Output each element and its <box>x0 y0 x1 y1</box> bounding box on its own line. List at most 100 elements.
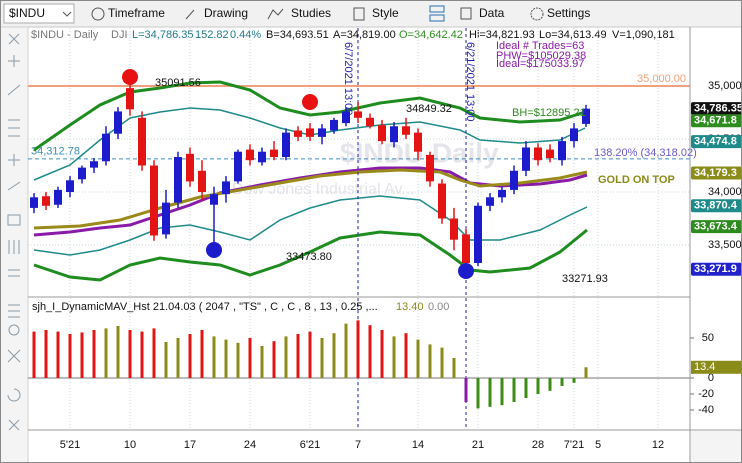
grid: 35,000.00 34,312.78 <box>28 28 690 430</box>
candle-body <box>354 111 362 118</box>
candle-body <box>294 130 302 137</box>
tool-icon[interactable] <box>7 349 21 363</box>
hist-bar <box>440 347 444 378</box>
indicator-title: sjh_I_DynamicMAV_Hst 21.04.03 ( 2047 , "… <box>32 301 378 313</box>
candles <box>30 76 590 270</box>
tool-icon[interactable] <box>8 33 20 45</box>
hist-bar <box>80 332 84 378</box>
annotation: 33271.93 <box>562 273 608 285</box>
hist-bar <box>392 336 396 378</box>
menus: Timeframe Drawing Studies Style Data Set… <box>91 5 590 22</box>
menu-item[interactable]: Timeframe <box>108 6 165 20</box>
annotation: Ideal=$175033.97 <box>496 58 584 70</box>
y2-tick-label: -40 <box>698 404 714 416</box>
x-tick-label: 14 <box>412 439 424 451</box>
candle-body <box>198 170 206 193</box>
x-tick-label: 28 <box>532 439 544 451</box>
icon <box>185 9 195 20</box>
menu-item[interactable]: Settings <box>547 6 590 20</box>
candle-body <box>414 132 422 152</box>
indicator-box <box>691 360 742 374</box>
candle-body <box>234 151 242 182</box>
tool-icon[interactable] <box>8 304 20 318</box>
corner <box>691 431 742 463</box>
level-note: 138.20% (34,318.02) <box>594 147 697 159</box>
x-tick-label: 7 <box>355 439 361 451</box>
tool-icon[interactable] <box>7 388 21 402</box>
candle-body <box>366 117 374 127</box>
hist-bar <box>308 331 312 378</box>
watermark: Dow Jones Industrial Av... <box>232 181 415 198</box>
x-tick-label: 17 <box>184 439 196 451</box>
price-box <box>691 102 742 116</box>
candle-body <box>546 149 554 159</box>
hist-bar <box>332 333 336 378</box>
candle-body <box>66 180 74 193</box>
mid-band-gold <box>33 168 588 230</box>
price-box-label: 34,179.3 <box>694 167 737 179</box>
tool-icon[interactable] <box>8 324 20 336</box>
candle-body <box>270 149 278 158</box>
hist-bar <box>140 331 144 378</box>
menu-item[interactable]: Data <box>479 6 505 20</box>
candle-body <box>318 128 326 137</box>
hist-bar <box>56 331 60 378</box>
menu-item[interactable]: Style <box>372 6 399 20</box>
candle-body <box>450 218 458 240</box>
tool-icon[interactable] <box>8 55 20 67</box>
signal-high <box>302 94 318 110</box>
candle-body <box>162 202 170 235</box>
tool-icon[interactable] <box>8 269 20 277</box>
annotation: Ideal # Trades=63 <box>496 40 584 52</box>
tool-icons <box>7 33 21 431</box>
candle-body <box>222 181 230 195</box>
candle-body <box>42 196 50 206</box>
dropdown-icon <box>62 11 72 17</box>
price-box-label: 33,673.4 <box>694 221 738 233</box>
signal-low <box>206 242 222 258</box>
menu-item[interactable]: Studies <box>291 6 331 20</box>
annotation: 33473.80 <box>286 251 332 263</box>
icon <box>91 7 105 21</box>
tool-icon[interactable] <box>7 84 21 96</box>
candle-body <box>582 108 590 124</box>
hist-bar <box>188 334 192 378</box>
tool-icon[interactable] <box>8 154 20 166</box>
hist-bar <box>224 339 228 378</box>
symbol-box[interactable] <box>3 3 75 24</box>
icon[interactable] <box>429 5 445 13</box>
candle-body <box>438 183 446 219</box>
candle-body <box>90 161 98 168</box>
price-box <box>691 199 742 213</box>
hist-bar <box>272 341 276 378</box>
hist-bar <box>164 342 168 378</box>
hist-bar <box>416 339 420 378</box>
candle-body <box>114 111 122 134</box>
price-box <box>691 114 742 128</box>
annotation: GOLD ON TOP <box>598 174 675 186</box>
price-box-label: 33,271.9 <box>694 263 737 275</box>
y-tick-label: 34,000 <box>708 186 742 198</box>
bands <box>33 80 588 282</box>
hist-bar <box>176 338 180 378</box>
menu-item[interactable]: Drawing <box>204 6 248 20</box>
hist-bar <box>404 333 408 378</box>
axes: 35,00034,50034,00033,5005'211017246'2171… <box>60 80 742 451</box>
candle-body <box>570 128 578 142</box>
candle-body <box>138 117 146 166</box>
signal-high <box>122 69 138 85</box>
hist-bar <box>500 378 504 406</box>
info-field: A=34,819.00 <box>333 29 396 41</box>
candle-body <box>210 194 218 205</box>
info-field: 152.82 <box>195 29 229 41</box>
hist-bar <box>344 323 348 378</box>
tool-icon[interactable] <box>8 419 20 431</box>
tool-icon[interactable] <box>8 119 20 137</box>
info-symbol: $INDU - Daily <box>31 29 99 41</box>
icon[interactable] <box>429 14 445 22</box>
candle-body <box>402 126 410 135</box>
tool-icon[interactable] <box>8 240 20 254</box>
tool-icon[interactable] <box>7 181 21 191</box>
tool-icon[interactable] <box>7 214 21 226</box>
info-field: B=34,693.51 <box>266 29 329 41</box>
